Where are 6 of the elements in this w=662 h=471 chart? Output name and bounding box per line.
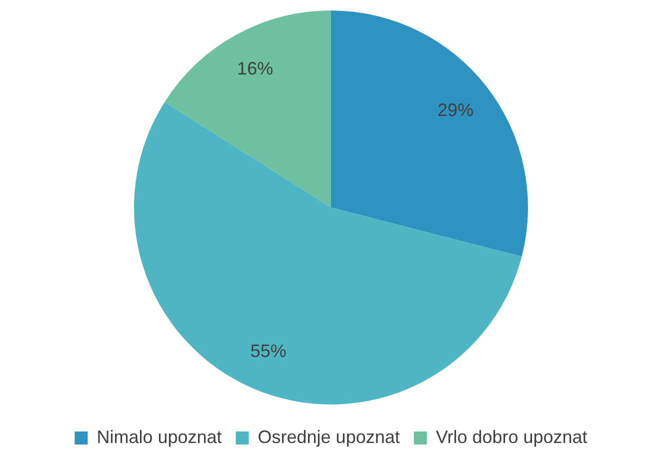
data-label: 55% [250,341,286,362]
legend-label: Vrlo dobro upoznat [436,426,588,447]
data-label: 16% [237,58,274,78]
legend-label: Osrednje upoznat [258,426,400,447]
legend-label: Nimalo upoznat [96,426,222,447]
data-label: 29% [438,100,474,120]
